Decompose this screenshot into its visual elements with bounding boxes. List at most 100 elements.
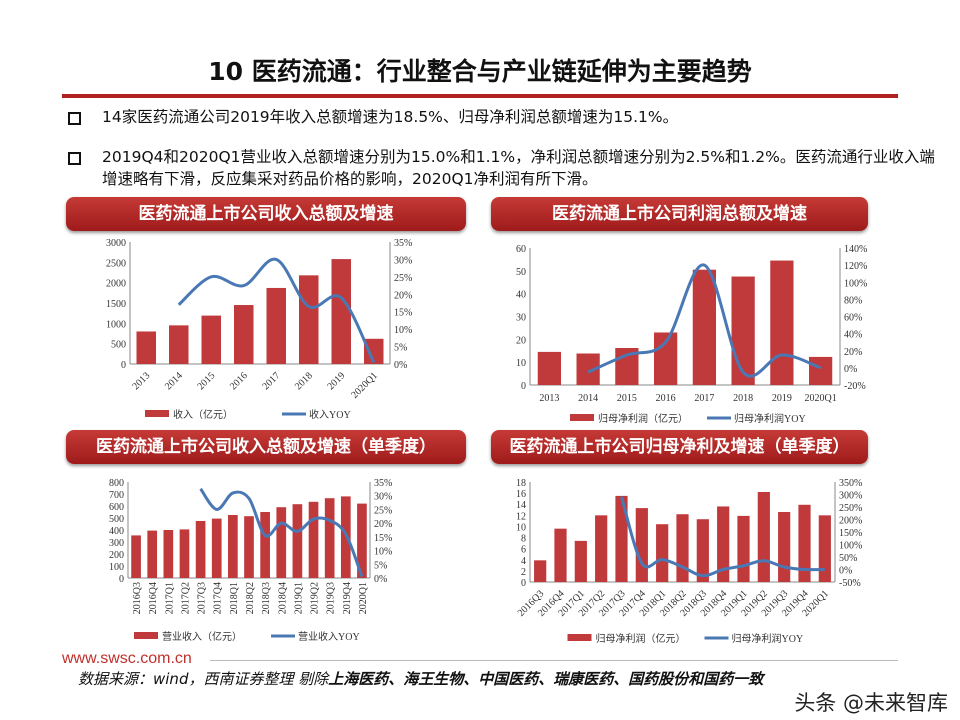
x-tick-label: 2019 (772, 393, 792, 404)
y2-tick-label: 60% (844, 313, 862, 324)
yoy-line (620, 496, 825, 578)
y2-tick-label: -50% (839, 578, 861, 589)
bar (615, 495, 628, 582)
x-tick-label: 2016 (228, 370, 250, 392)
yoy-line (587, 263, 822, 378)
legend-bar-label: 归母净利润（亿元） (598, 412, 688, 425)
y2-tick-label: 15% (394, 308, 412, 319)
bar (228, 515, 238, 578)
y2-tick-label: 40% (844, 330, 862, 341)
bar (169, 325, 189, 364)
y-tick-label: 4 (521, 556, 526, 567)
legend-bar-label: 收入（亿元） (173, 408, 233, 421)
x-tick-label: 2019Q3 (326, 582, 337, 614)
x-tick-label: 2014 (163, 370, 185, 392)
x-tick-label: 2013 (130, 370, 152, 392)
y2-tick-label: 0% (839, 566, 852, 577)
chart-profit-annual: 0 10 20 30 40 50 60 -20% 0% 20% 40% 60% 80% 100% 120% 1… (516, 244, 867, 425)
legend-bar-swatch (134, 632, 158, 639)
y-tick-label: 800 (109, 478, 124, 489)
x-tick-label: 2019Q1 (293, 582, 304, 614)
bar (331, 259, 351, 364)
x-tick-label: 2020Q1 (805, 393, 837, 404)
bar (692, 269, 716, 385)
bar (357, 503, 367, 578)
footer-divider (210, 660, 898, 661)
y2-tick-label: 10% (374, 547, 392, 558)
y2-tick-label: 120% (844, 261, 867, 272)
y2-tick-label: 10% (394, 325, 412, 336)
legend-bar-swatch (567, 634, 592, 641)
x-tick-label: 2014 (578, 393, 598, 404)
y-tick-label: 8 (521, 534, 526, 545)
y2-tick-label: 20% (374, 519, 392, 530)
y-tick-label: 12 (516, 511, 526, 522)
bar (676, 514, 689, 582)
bar (717, 506, 730, 582)
y-tick-label: 10 (516, 522, 526, 533)
bar (244, 516, 254, 578)
y2-tick-label: 80% (844, 295, 862, 306)
bar (136, 331, 156, 364)
y-tick-label: 60 (516, 244, 526, 255)
legend-bar-label: 归母净利润（亿元） (596, 632, 686, 645)
y-tick-label: 40 (516, 290, 526, 301)
y-tick-label: 14 (516, 500, 526, 511)
y-tick-label: 500 (111, 340, 126, 351)
x-tick-label: 2017 (260, 370, 282, 392)
y-tick-label: 20 (516, 335, 526, 346)
bar (266, 287, 286, 364)
y-tick-label: 0 (119, 574, 124, 585)
y2-tick-label: 35% (374, 478, 392, 489)
y-tick-label: 600 (109, 502, 124, 513)
x-tick-label: 2019Q4 (342, 582, 353, 614)
bar (576, 353, 600, 385)
website-url[interactable]: www.swsc.com.cn (62, 650, 192, 667)
x-tick-label: 2016Q3 (132, 582, 143, 614)
y2-tick-label: 35% (394, 238, 412, 249)
bar (654, 332, 678, 385)
x-tick-label: 2017Q2 (180, 582, 191, 614)
bullet-2: 2019Q4和2020Q1营业收入总额增速分别为15.0%和1.1%，净利润总额… (68, 146, 948, 190)
chart-1-title: 医药流通上市公司收入总额及增速 (66, 197, 466, 231)
x-tick-label: 2013 (539, 393, 559, 404)
y-tick-label: 100 (109, 562, 124, 573)
x-tick-label: 2018 (733, 393, 753, 404)
bullet-1: 14家医药流通公司2019年收入总额增速为18.5%、归母净利润总额增速为15.… (68, 106, 948, 128)
y2-tick-label: 30% (394, 255, 412, 266)
bar (131, 535, 141, 578)
y2-tick-label: 200% (839, 516, 862, 527)
bar (809, 356, 833, 385)
y2-tick-label: 20% (844, 347, 862, 358)
bar (696, 519, 709, 582)
y2-tick-label: 300% (839, 491, 862, 502)
y-tick-label: 200 (109, 550, 124, 561)
y2-tick-label: 5% (394, 343, 407, 354)
y-tick-label: 2500 (106, 258, 126, 269)
bar (595, 515, 608, 582)
x-tick-label: 2020Q1 (358, 582, 369, 614)
bar (292, 504, 303, 578)
yoy-line (177, 257, 376, 363)
x-tick-label: 2019Q2 (310, 582, 321, 614)
bar (778, 512, 791, 582)
y2-tick-label: 100% (844, 278, 867, 289)
y2-tick-label: 25% (374, 505, 392, 516)
x-tick-label: 2018Q1 (229, 582, 240, 614)
y2-tick-label: 0% (394, 360, 407, 371)
x-tick-label: 2017Q3 (197, 582, 208, 614)
y-tick-label: 50 (516, 267, 526, 278)
bar (757, 492, 770, 582)
x-tick-label: 2018 (293, 370, 315, 392)
y2-tick-label: 150% (839, 528, 862, 539)
y2-tick-label: 0% (844, 364, 857, 375)
y2-tick-label: 25% (394, 273, 412, 284)
y-tick-label: 300 (109, 538, 124, 549)
x-tick-label: 2018Q3 (261, 582, 272, 614)
y-tick-label: 1500 (106, 299, 126, 310)
bar (324, 498, 335, 578)
y-tick-label: 2 (521, 567, 526, 578)
x-tick-label: 2020Q1 (349, 370, 380, 401)
y-tick-label: 6 (521, 545, 526, 556)
x-tick-label: 2018Q4 (277, 582, 288, 614)
